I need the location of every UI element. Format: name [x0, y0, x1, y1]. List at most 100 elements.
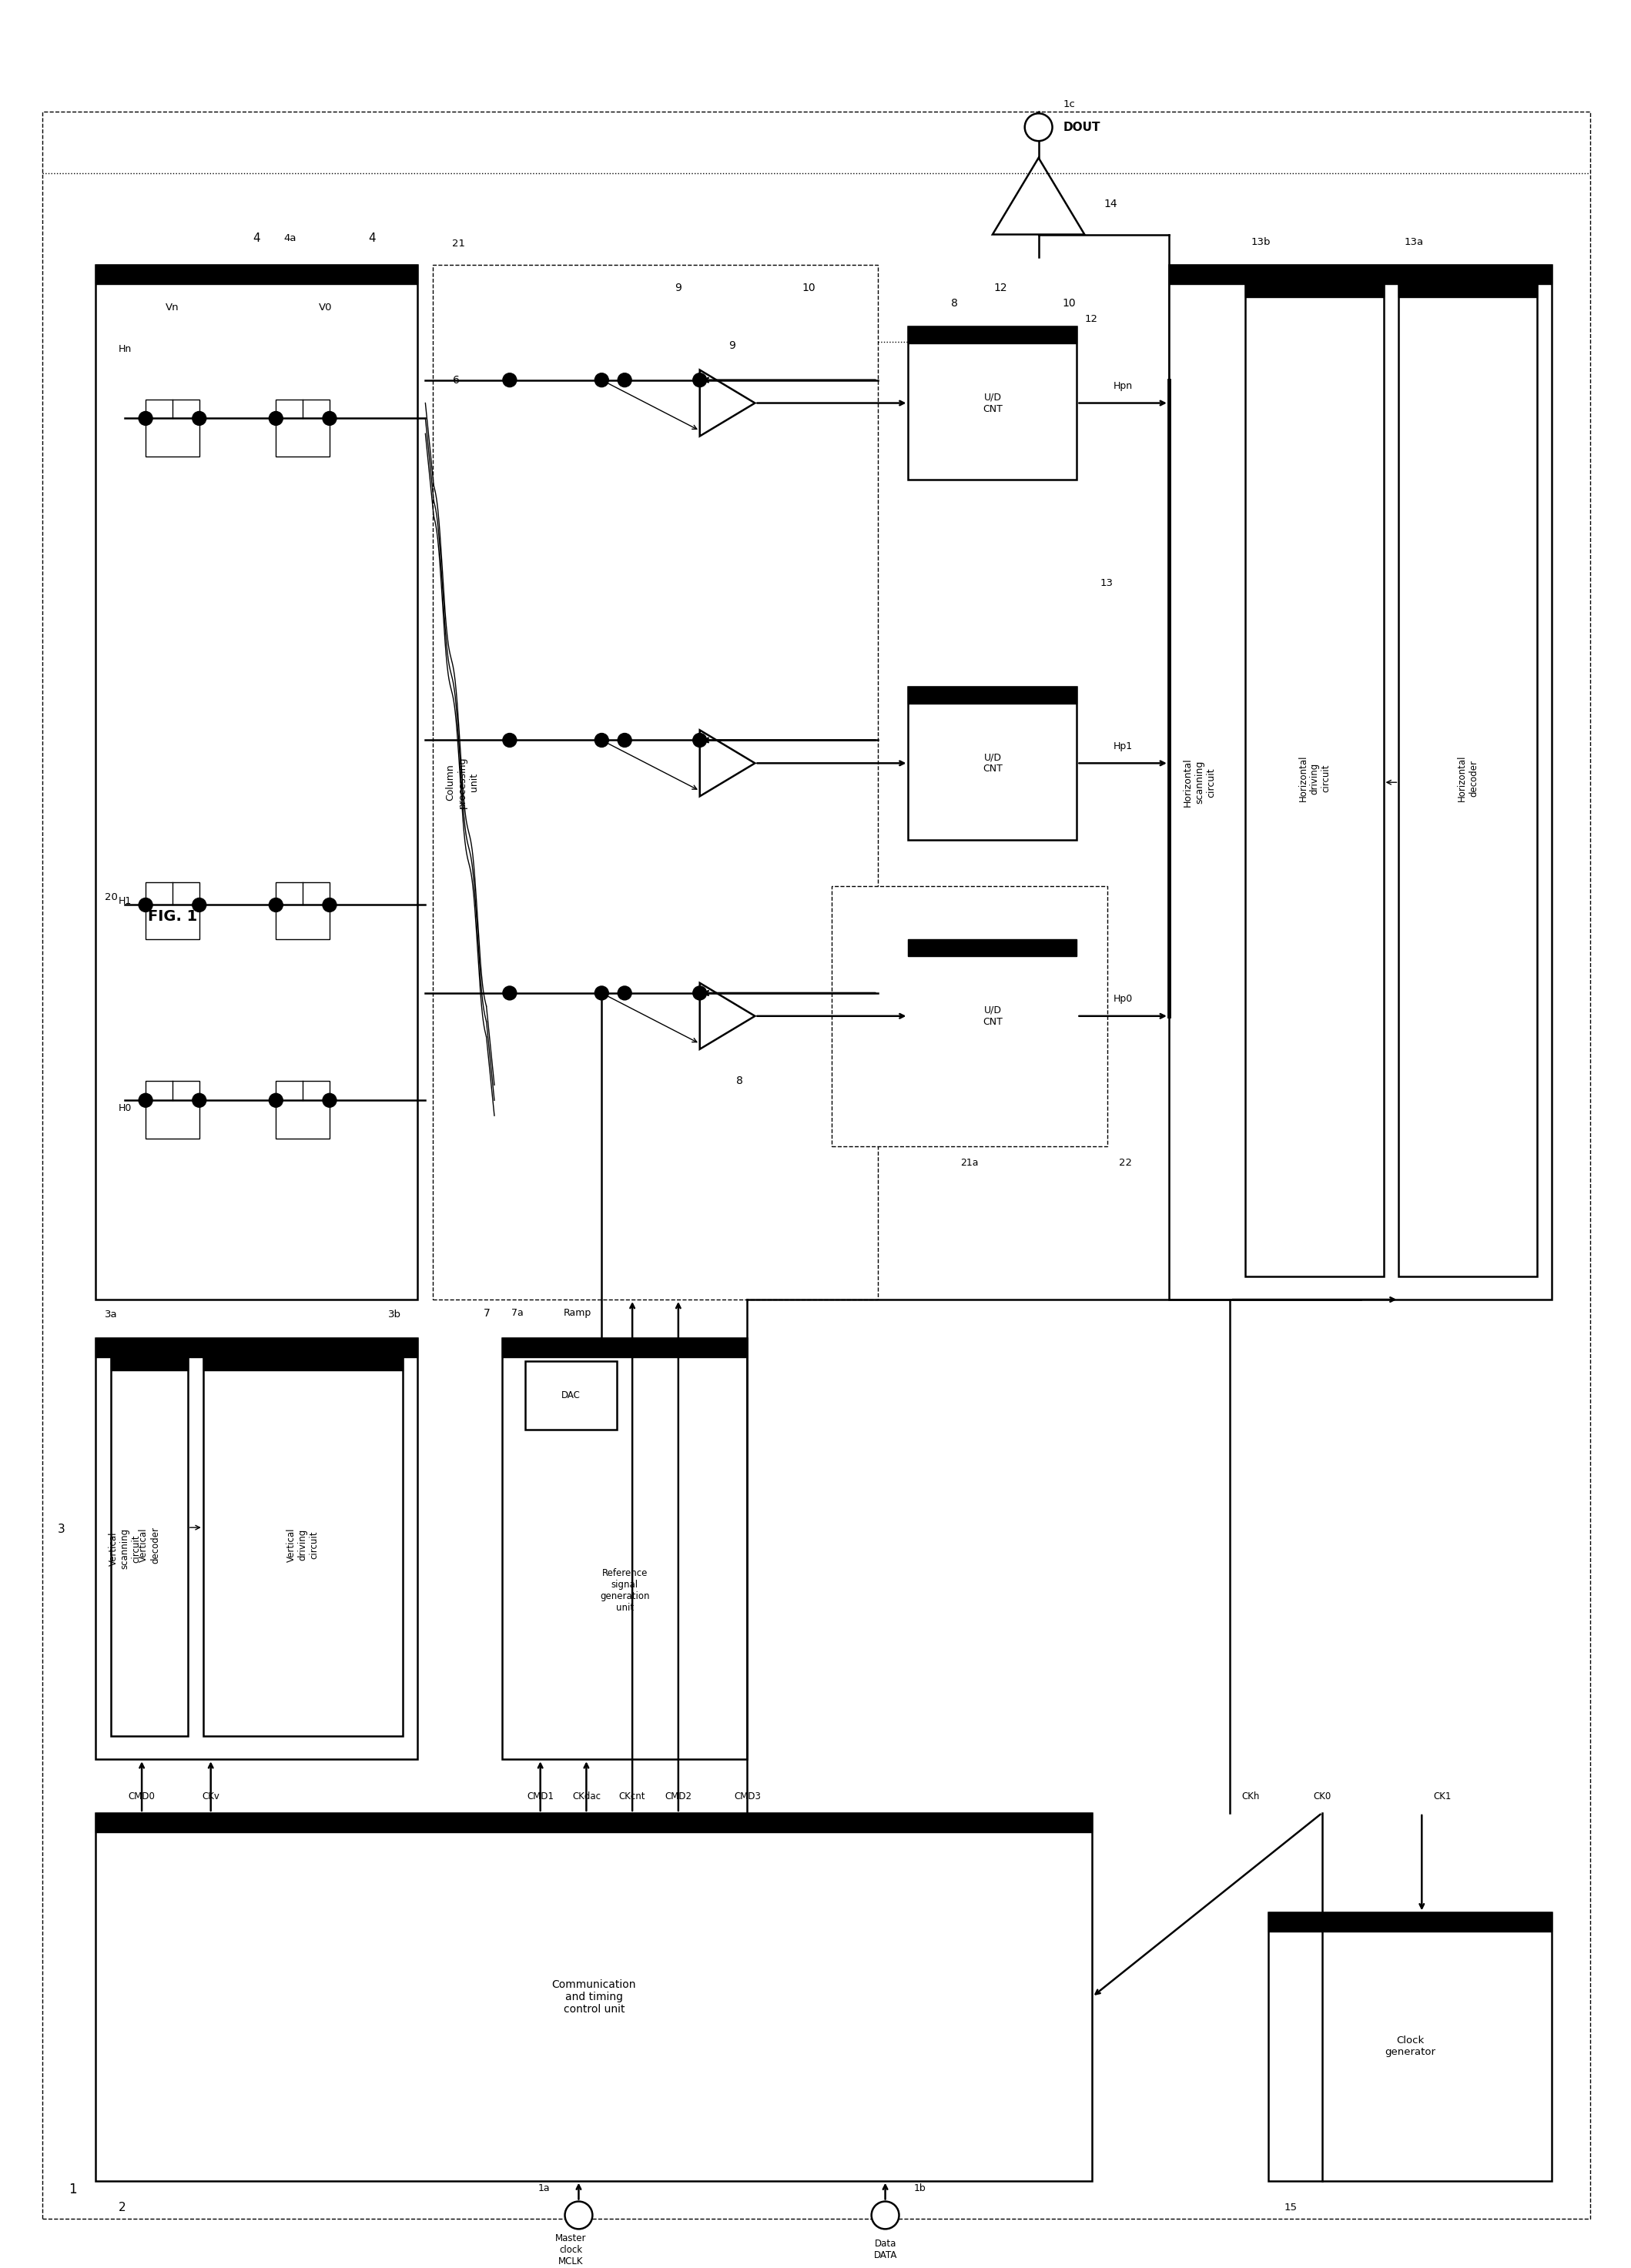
Text: 4: 4 — [253, 234, 261, 245]
Bar — [96, 265, 418, 1300]
Bar — [276, 882, 329, 939]
Text: Hp0: Hp0 — [1112, 993, 1132, 1005]
Text: Clock
generator: Clock generator — [1385, 2037, 1435, 2057]
Circle shape — [693, 374, 706, 388]
Text: Vertical
scanning
circuit: Vertical scanning circuit — [108, 1529, 142, 1569]
Text: CMD0: CMD0 — [129, 1792, 155, 1801]
Circle shape — [323, 411, 336, 426]
Bar — [145, 399, 199, 456]
Text: 8: 8 — [951, 297, 957, 308]
Circle shape — [693, 733, 706, 746]
Bar — [1269, 1912, 1553, 1932]
Text: Hp1: Hp1 — [1114, 742, 1132, 751]
Text: 1b: 1b — [913, 2184, 926, 2193]
Text: 1a: 1a — [538, 2184, 550, 2193]
Circle shape — [139, 1093, 153, 1107]
Text: 10: 10 — [802, 284, 816, 293]
Circle shape — [269, 1093, 282, 1107]
Text: 3: 3 — [57, 1524, 65, 1535]
Circle shape — [595, 733, 608, 746]
Text: 21a: 21a — [961, 1159, 979, 1168]
Text: 3b: 3b — [388, 1311, 401, 1320]
Bar — [1399, 281, 1536, 1277]
Text: CMD1: CMD1 — [527, 1792, 555, 1801]
Text: CKcnt: CKcnt — [620, 1792, 646, 1801]
Bar — [1246, 281, 1383, 1277]
Text: 6: 6 — [453, 374, 460, 386]
Bar — [145, 1082, 199, 1139]
Bar — [111, 1354, 188, 1370]
Circle shape — [269, 411, 282, 426]
Text: CK1: CK1 — [1434, 1792, 1452, 1801]
Bar — [832, 887, 1107, 1145]
Circle shape — [192, 411, 206, 426]
Text: 4a: 4a — [284, 234, 297, 243]
Bar — [1399, 281, 1536, 297]
Circle shape — [502, 987, 517, 1000]
Text: 1c: 1c — [1063, 100, 1075, 109]
Text: Hn: Hn — [119, 345, 132, 354]
Text: 7: 7 — [484, 1309, 491, 1318]
Text: Horizontal
decoder: Horizontal decoder — [1456, 755, 1479, 803]
Circle shape — [618, 733, 631, 746]
Text: Communication
and timing
control unit: Communication and timing control unit — [551, 1980, 636, 2014]
Circle shape — [139, 898, 153, 912]
Text: 7a: 7a — [511, 1309, 524, 1318]
Text: 3a: 3a — [104, 1311, 117, 1320]
Text: DOUT: DOUT — [1063, 122, 1101, 134]
Text: Horizontal
scanning
circuit: Horizontal scanning circuit — [1182, 758, 1217, 807]
Text: 20: 20 — [104, 891, 117, 903]
Text: 9: 9 — [675, 284, 682, 293]
Text: 2: 2 — [119, 2202, 126, 2214]
Text: H0: H0 — [117, 1102, 132, 1114]
Text: 8: 8 — [736, 1075, 744, 1086]
Circle shape — [595, 374, 608, 388]
Text: CKdac: CKdac — [572, 1792, 600, 1801]
Circle shape — [269, 898, 282, 912]
Bar — [908, 327, 1076, 342]
Circle shape — [323, 898, 336, 912]
Bar — [908, 687, 1076, 839]
Circle shape — [693, 987, 706, 1000]
Text: Vertical
decoder: Vertical decoder — [139, 1526, 160, 1563]
Circle shape — [618, 987, 631, 1000]
Text: 1: 1 — [69, 2182, 77, 2195]
Text: FIG. 1: FIG. 1 — [148, 909, 197, 923]
Text: CMD3: CMD3 — [734, 1792, 760, 1801]
Text: 10: 10 — [1062, 297, 1076, 308]
Text: Column
processing
unit: Column processing unit — [445, 755, 480, 807]
Circle shape — [1024, 113, 1052, 141]
Text: 15: 15 — [1284, 2202, 1297, 2214]
Text: CKv: CKv — [202, 1792, 220, 1801]
Text: DAC: DAC — [561, 1390, 581, 1399]
Text: H1: H1 — [119, 896, 132, 907]
Bar — [1246, 281, 1383, 297]
Bar — [276, 1082, 329, 1139]
Text: 13a: 13a — [1404, 238, 1424, 247]
Text: 22: 22 — [1119, 1159, 1132, 1168]
Bar — [1269, 1912, 1553, 2182]
Text: 21: 21 — [452, 238, 465, 249]
Circle shape — [502, 374, 517, 388]
Bar — [1169, 265, 1553, 1300]
Bar — [502, 1338, 747, 1760]
Text: 12: 12 — [1085, 313, 1098, 324]
Circle shape — [192, 898, 206, 912]
Text: 13: 13 — [1099, 578, 1112, 587]
Text: CK0: CK0 — [1313, 1792, 1331, 1801]
Bar — [96, 265, 418, 284]
Text: Vn: Vn — [166, 302, 179, 313]
Circle shape — [564, 2202, 592, 2229]
Bar — [96, 1338, 418, 1760]
Text: 13b: 13b — [1251, 238, 1271, 247]
Text: 14: 14 — [1104, 197, 1117, 209]
Bar — [96, 1812, 1093, 1833]
Text: CKh: CKh — [1241, 1792, 1259, 1801]
Text: 4: 4 — [369, 234, 375, 245]
Text: U/D
CNT: U/D CNT — [982, 753, 1003, 773]
Bar — [96, 1812, 1093, 2182]
Bar — [204, 1354, 403, 1737]
Bar — [1169, 265, 1553, 284]
Text: Data
DATA: Data DATA — [874, 2239, 897, 2261]
Text: Reference
signal
generation
unit: Reference signal generation unit — [600, 1569, 649, 1613]
